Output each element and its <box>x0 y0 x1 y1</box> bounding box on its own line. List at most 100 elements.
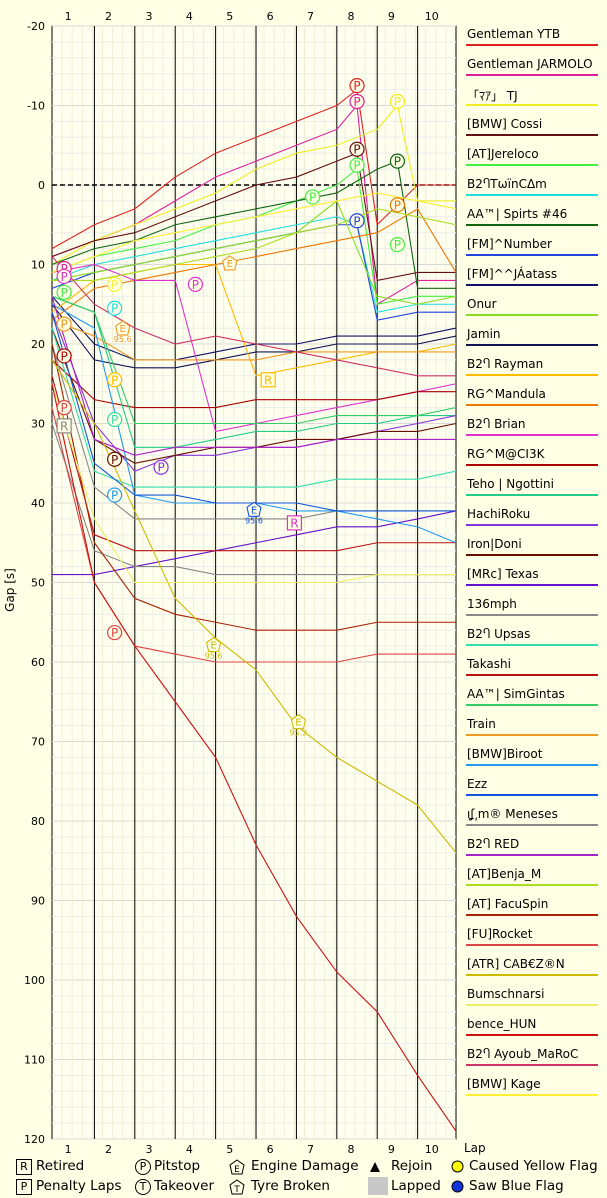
key-takeover-label: Takeover <box>154 1178 215 1194</box>
key-engine-damage-label: Engine Damage <box>251 1158 359 1174</box>
x-tick-label-bottom: 9 <box>388 1143 395 1156</box>
legend-color-swatch <box>466 1004 598 1006</box>
legend-color-swatch <box>466 554 598 556</box>
legend-driver-name: [FM]^Number <box>467 237 552 251</box>
y-tick-label: 70 <box>31 736 45 749</box>
pitstop-marker <box>107 372 123 388</box>
legend-item: RG^M@CI3K <box>462 440 598 470</box>
legend-driver-name: Jamin <box>467 327 501 341</box>
key-retired-label: Retired <box>36 1158 85 1174</box>
legend-driver-name: Takashi <box>467 657 511 671</box>
legend-color-swatch <box>466 314 598 316</box>
pitstop-icon: P <box>135 1159 151 1175</box>
engine-damage-marker-letter: E <box>210 641 216 652</box>
legend-driver-name: 136mph <box>467 597 517 611</box>
series-line <box>51 295 456 448</box>
legend-driver-name: [AT]Jereloco <box>467 147 539 161</box>
pitstop-marker-label: P <box>111 373 118 387</box>
blue-flag-icon <box>451 1180 464 1193</box>
x-axis-label: Lap <box>464 1141 486 1155</box>
legend-item: [AT] FacuSpin <box>462 890 598 920</box>
legend-color-swatch <box>466 524 598 526</box>
pitstop-marker-label: P <box>111 453 118 467</box>
legend-color-swatch <box>466 974 598 976</box>
legend-color-swatch <box>466 284 598 286</box>
yellow-flag-icon <box>451 1160 464 1173</box>
legend-driver-name: Ezz <box>467 777 488 791</box>
pitstop-marker-label: P <box>60 401 67 415</box>
series-line <box>51 200 457 305</box>
legend-color-swatch <box>466 854 598 856</box>
legend-item: 「ﾏｱ」 TJ <box>462 80 598 110</box>
retired-marker-label: R <box>290 516 298 530</box>
y-tick-label: -10 <box>27 100 45 113</box>
series-line <box>51 296 456 456</box>
legend-item: B2ႤTωïnCΔm <box>462 170 598 200</box>
legend-item: B2Ⴄ Upsas <box>462 620 598 650</box>
key-lapped-label: Lapped <box>391 1178 441 1194</box>
legend-item: [FM]^^JÁatass <box>462 260 598 290</box>
pitstop-marker <box>389 197 406 213</box>
pitstop-marker <box>349 93 365 110</box>
key-caused-yellow-label: Caused Yellow Flag <box>469 1158 598 1174</box>
legend-item: Gentleman JARMOLO <box>462 50 598 80</box>
engine-damage-marker-letter: E <box>251 505 257 516</box>
series-line <box>51 383 457 1132</box>
pitstop-marker-label: P <box>353 159 360 173</box>
legend-color-swatch <box>466 794 598 796</box>
pitstop-marker-label: P <box>394 95 401 109</box>
x-tick-label-bottom: 8 <box>347 1143 354 1156</box>
pitstop-marker <box>107 276 123 292</box>
legend-driver-name: 「ﾏｱ」 TJ <box>467 89 518 103</box>
series-line <box>51 319 456 361</box>
series-line <box>51 312 456 512</box>
legend-driver-name: B2Ⴄ Brian <box>467 417 526 431</box>
pitstop-marker-label: P <box>394 155 401 169</box>
pitstop-marker-label: P <box>60 286 67 300</box>
legend-color-swatch <box>466 374 598 376</box>
legend-color-swatch <box>466 434 598 436</box>
legend-item: B2Ⴄ Brian <box>462 410 598 440</box>
retired-marker <box>56 418 72 434</box>
legend-driver-name: B2Ⴄ Ayoub_MaRoC <box>467 1047 579 1061</box>
series-line <box>51 216 456 313</box>
legend-color-swatch <box>466 764 598 766</box>
legend-color-swatch <box>466 224 598 226</box>
legend-item: Ezz <box>462 770 598 800</box>
pitstop-marker <box>349 78 365 94</box>
engine-damage-value: 95.2 <box>290 729 308 738</box>
x-tick-label-bottom: 10 <box>425 1143 439 1156</box>
legend-color-swatch <box>466 164 598 166</box>
legend-driver-name: B2ႤTωïnCΔm <box>467 177 547 191</box>
x-tick-label-bottom: 4 <box>186 1143 193 1156</box>
series-line <box>52 208 457 281</box>
legend-item: Train <box>462 710 598 740</box>
legend-color-swatch <box>466 104 598 106</box>
legend-color-swatch <box>466 644 598 646</box>
legend-item: Bumschnarsi <box>462 980 598 1010</box>
x-tick-label-top: 7 <box>307 10 314 23</box>
pitstop-marker <box>153 459 169 475</box>
legend-item: [BMW] Kage <box>462 1070 598 1100</box>
series-line <box>51 303 457 369</box>
legend-item: [FM]^Number <box>462 230 598 260</box>
legend-item: [BMW]Biroot <box>462 740 598 770</box>
lapped-icon <box>368 1177 388 1195</box>
legend-driver-name: [BMW] Kage <box>467 1077 541 1091</box>
x-tick-label-bottom: 2 <box>105 1143 112 1156</box>
legend-color-swatch <box>466 1064 598 1066</box>
pitstop-marker <box>187 276 204 292</box>
y-tick-label: 10 <box>31 259 45 272</box>
legend-driver-name: AA™| SimGintas <box>467 687 565 701</box>
legend-driver-name: Gentleman JARMOLO <box>467 57 593 71</box>
y-tick-label: 120 <box>24 1133 45 1146</box>
pitstop-marker <box>349 213 365 229</box>
pitstop-marker-label: P <box>394 198 401 212</box>
engine-damage-marker <box>115 320 131 336</box>
pitstop-marker <box>349 141 365 157</box>
legend-driver-name: Teho | Ngottini <box>467 477 554 491</box>
legend-item: AA™| SimGintas <box>462 680 598 710</box>
legend-color-swatch <box>466 74 598 76</box>
series-line <box>52 510 457 576</box>
legend-item: ıʆ͵m® Meneses <box>462 800 598 830</box>
